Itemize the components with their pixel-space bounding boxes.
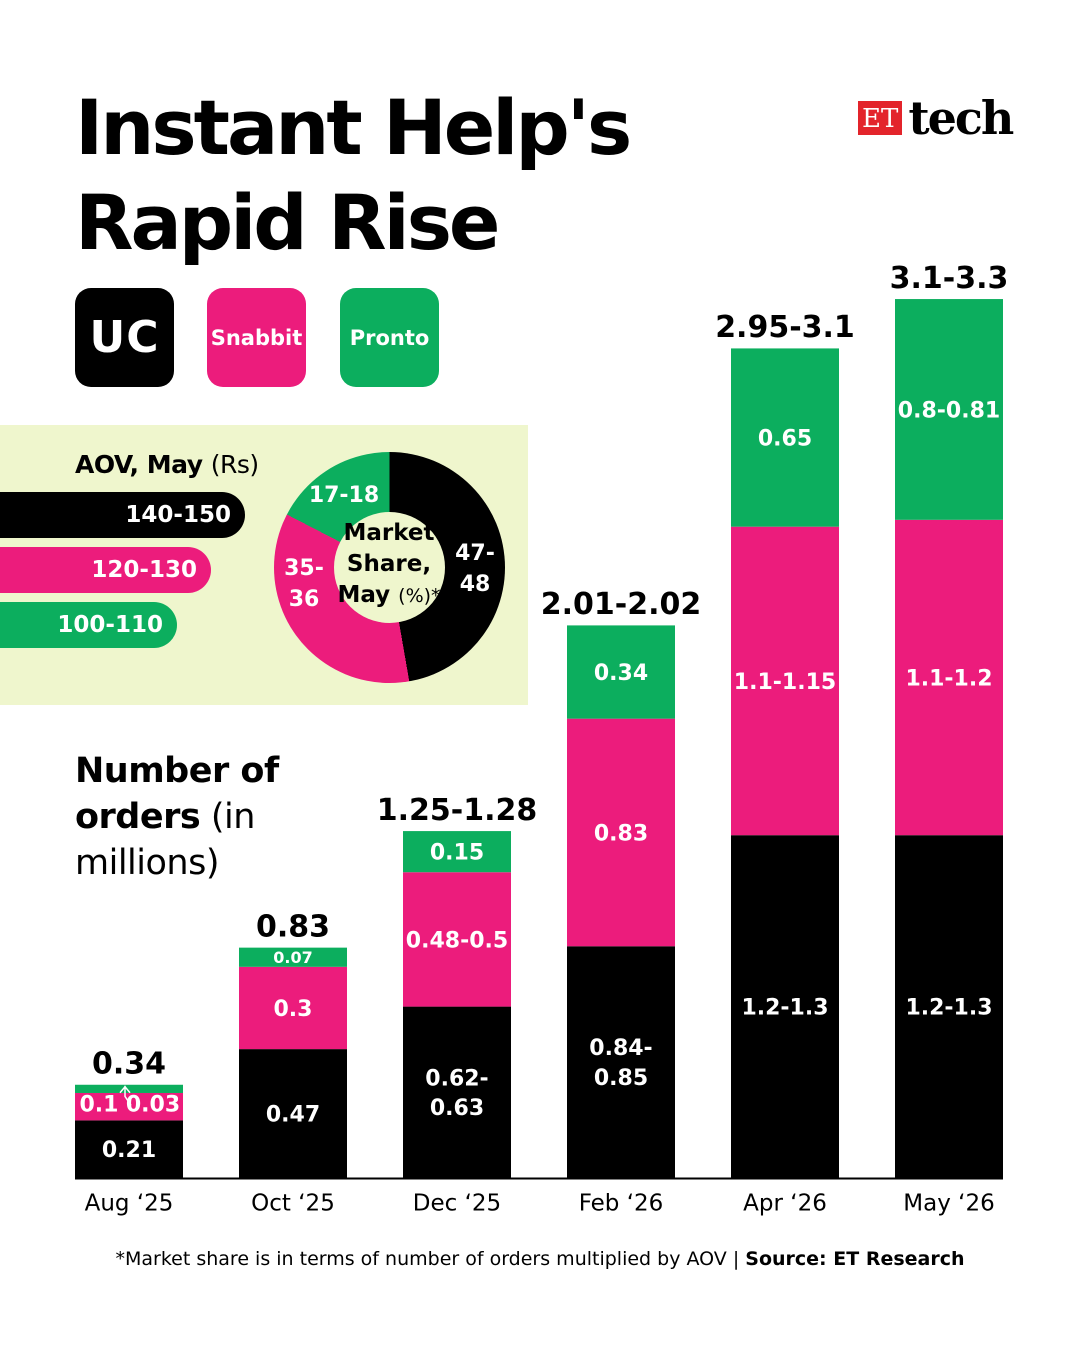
- aov-title-text: AOV, May: [75, 450, 203, 479]
- footnote-text: *Market share is in terms of number of o…: [115, 1248, 746, 1270]
- bar-label-snabbit-1: 0.3: [274, 997, 313, 1022]
- bar-label-pronto-0: 0.03: [126, 1092, 180, 1117]
- aov-value-uc: 140-150: [125, 502, 231, 528]
- bar-segment-pronto-0: [75, 1084, 183, 1093]
- bar-total-4: 2.95-3.1: [715, 310, 855, 345]
- bar-total-5: 3.1-3.3: [890, 261, 1009, 296]
- bar-total-0: 0.34: [92, 1047, 166, 1082]
- logo-et: ET: [858, 101, 903, 135]
- aov-bar-uc: 140-150: [0, 492, 245, 538]
- bar-label-pronto-5: 0.8-0.81: [898, 398, 1000, 423]
- footnote-source: Source: ET Research: [745, 1248, 965, 1270]
- bar-segment-uc-1: [239, 1049, 347, 1178]
- bar-label-pronto-1: 0.07: [273, 948, 312, 967]
- bar-segment-uc-2: [403, 1006, 511, 1178]
- donut-center-unit: (%)*: [398, 585, 441, 607]
- bar-segment-uc-3: [567, 946, 675, 1178]
- donut-center-label: Market Share, May (%)*: [314, 518, 464, 612]
- bar-segment-snabbit-5: [895, 519, 1003, 836]
- bar-segment-uc-0: [75, 1120, 183, 1178]
- bar-label-snabbit-3: 0.83: [594, 821, 648, 846]
- orders-title-rest-1: (in: [210, 797, 256, 837]
- bar-segment-snabbit-2: [403, 872, 511, 1007]
- donut-hole: [334, 512, 445, 623]
- bar-segment-pronto-2: [403, 831, 511, 873]
- share-label-uc-1: 47-: [455, 541, 495, 566]
- bar-segment-pronto-5: [895, 299, 1003, 520]
- share-label-snabbit: 35- 36: [281, 553, 327, 615]
- brand-badge-uc: UC: [75, 288, 174, 387]
- donut-center-line-1: Market: [343, 520, 435, 546]
- bar-segment-snabbit-4: [731, 526, 839, 836]
- share-label-pronto-1: 17-18: [308, 483, 380, 508]
- share-label-uc-2: 48: [459, 572, 491, 597]
- bar-label-snabbit-2: 0.48-0.5: [406, 928, 508, 953]
- x-tick-label-2: Dec ‘25: [413, 1190, 501, 1216]
- x-tick-label-1: Oct ‘25: [251, 1190, 335, 1216]
- x-tick-label-5: May ‘26: [903, 1190, 994, 1216]
- bar-segment-snabbit-3: [567, 718, 675, 947]
- bar-label-snabbit-4: 1.1-1.15: [734, 670, 836, 695]
- share-label-snabbit-1: 35-: [284, 556, 324, 581]
- bar-label-uc-5: 1.2-1.3: [905, 996, 992, 1021]
- pronto-pointer-arrow: [119, 1085, 132, 1106]
- title-line-1: Instant Help's: [75, 83, 632, 172]
- bar-segment-pronto-1: [239, 947, 347, 967]
- aov-bar-snabbit: 120-130: [0, 547, 211, 593]
- bar-label-uc-4: 1.2-1.3: [741, 996, 828, 1021]
- et-tech-logo: ET tech: [858, 91, 1014, 145]
- orders-title-bold-1: Number of: [75, 751, 279, 791]
- orders-title-rest-2: millions): [75, 843, 219, 883]
- bar-segment-pronto-4: [731, 348, 839, 527]
- aov-value-snabbit: 120-130: [91, 557, 197, 583]
- bar-total-3: 2.01-2.02: [541, 587, 702, 622]
- bar-segment-uc-4: [731, 835, 839, 1178]
- orders-chart-title: Number of orders (in millions): [75, 748, 285, 886]
- aov-title: AOV, May (Rs): [75, 450, 259, 479]
- bar-segment-snabbit-1: [239, 966, 347, 1050]
- bar-label-snabbit-5: 1.1-1.2: [905, 666, 992, 691]
- bar-label-pronto-3: 0.34: [594, 661, 648, 686]
- share-label-uc: 47- 48: [452, 538, 498, 600]
- brand-badge-snabbit: Snabbit: [207, 288, 306, 387]
- bar-label-uc-1: 0.47: [266, 1102, 320, 1127]
- share-label-snabbit-2: 36: [288, 587, 320, 612]
- aov-value-pronto: 100-110: [57, 612, 163, 638]
- donut-center-line-3: May: [337, 582, 391, 608]
- bar-label-pronto-2: 0.15: [430, 841, 484, 866]
- bar-total-2: 1.25-1.28: [377, 793, 538, 828]
- bar-label-snabbit-0: 0.1: [80, 1092, 119, 1117]
- x-tick-label-0: Aug ‘25: [85, 1190, 174, 1216]
- bar-segment-snabbit-0: [75, 1092, 183, 1121]
- x-tick-label-4: Apr ‘26: [743, 1190, 827, 1216]
- bar-segment-pronto-3: [567, 625, 675, 719]
- bar-label-pronto-4: 0.65: [758, 426, 812, 451]
- page-title: Instant Help's Rapid Rise: [75, 80, 635, 270]
- orders-title-bold-2: orders: [75, 797, 201, 837]
- logo-tech: tech: [908, 91, 1014, 145]
- bar-label-uc-3: 0.84-0.85: [589, 1036, 652, 1091]
- brand-badge-pronto: Pronto: [340, 288, 439, 387]
- x-tick-label-3: Feb ‘26: [579, 1190, 664, 1216]
- bar-label-uc-2: 0.62-0.63: [425, 1066, 488, 1121]
- bar-label-uc-0: 0.21: [102, 1138, 156, 1163]
- footnote: *Market share is in terms of number of o…: [0, 1248, 1080, 1270]
- title-line-2: Rapid Rise: [75, 178, 500, 267]
- bar-segment-uc-5: [895, 835, 1003, 1178]
- aov-unit: (Rs): [210, 450, 259, 479]
- share-label-pronto: 17-18: [302, 480, 386, 511]
- donut-center-line-2: Share,: [346, 551, 432, 577]
- aov-bar-pronto: 100-110: [0, 602, 177, 648]
- bar-total-1: 0.83: [256, 909, 330, 944]
